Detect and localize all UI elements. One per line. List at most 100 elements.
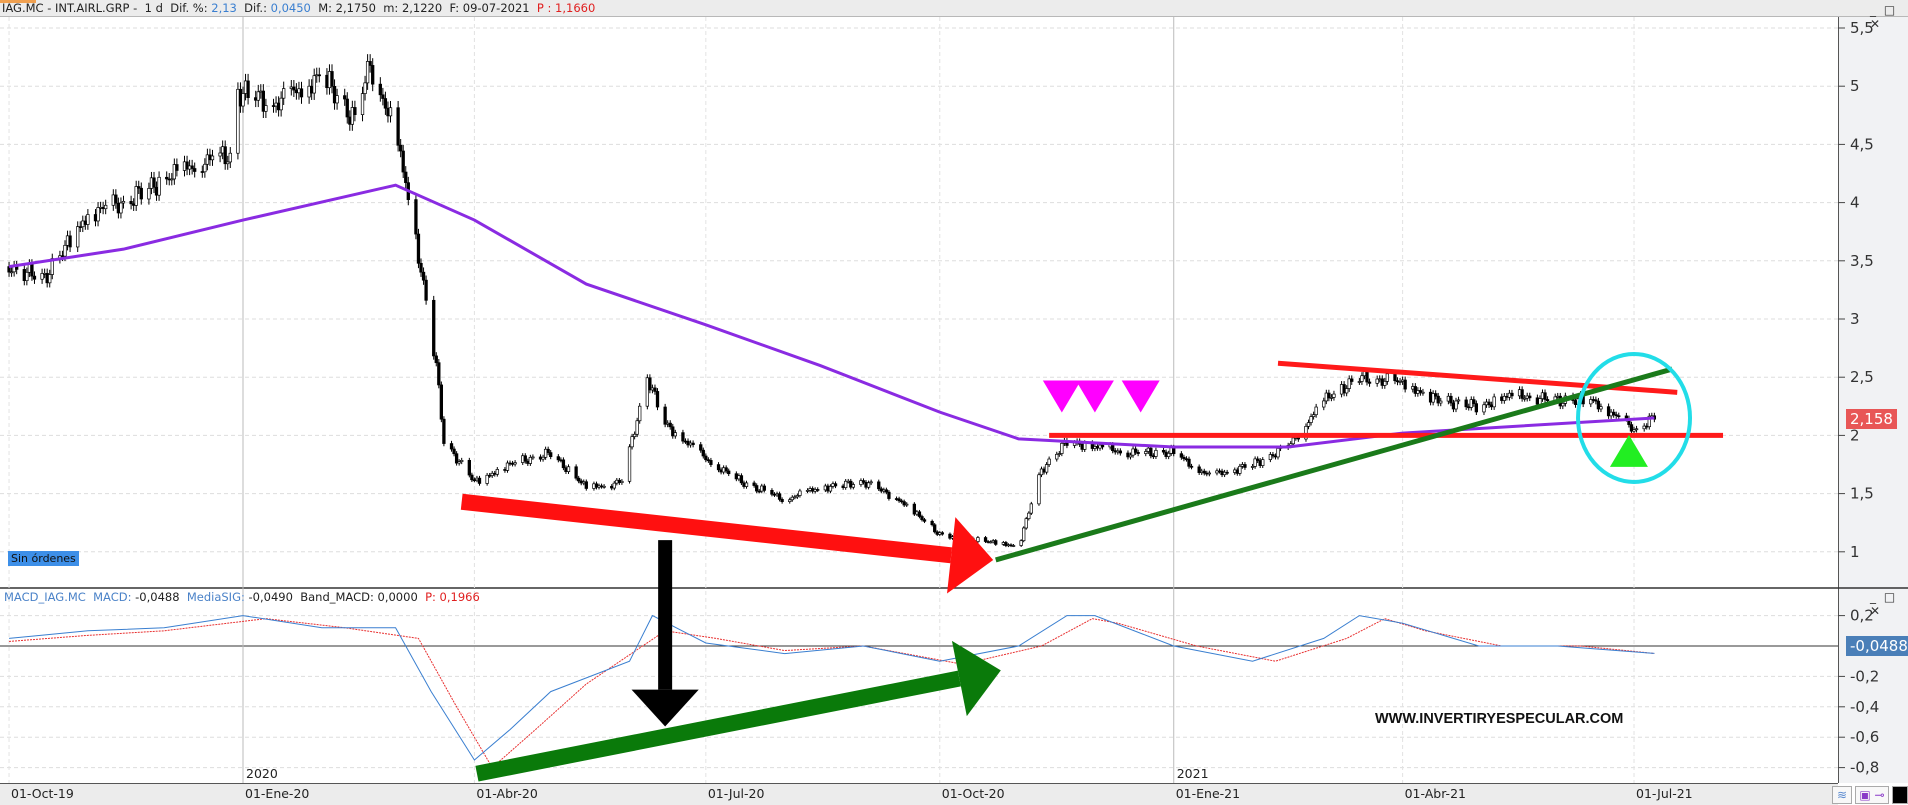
candle-body <box>467 459 471 476</box>
candle-body <box>157 176 161 196</box>
candle-body <box>1154 449 1158 457</box>
dif-value: 0,0450 <box>270 1 311 15</box>
candle-body <box>1492 396 1496 408</box>
candle-body <box>655 391 660 408</box>
candle-body <box>755 485 759 492</box>
y-tick-label: 2 <box>1850 426 1860 444</box>
candle-body <box>1474 403 1479 413</box>
macd-p-value: 0,1966 <box>439 590 480 604</box>
candle-body <box>68 235 72 248</box>
candle-body <box>1256 458 1260 461</box>
candle-body <box>988 541 993 544</box>
last-price-badge: 2,158 <box>1846 409 1897 429</box>
candle-body <box>363 82 367 94</box>
candle-body <box>360 93 365 115</box>
candle-body <box>1291 437 1295 445</box>
candle-body <box>261 90 265 112</box>
candle-body <box>1024 518 1028 529</box>
candle-body <box>922 519 927 522</box>
x-tick-label: 01-Ene-20 <box>245 786 310 801</box>
candle-body <box>152 177 156 188</box>
candle-body <box>332 85 337 104</box>
candle-body <box>632 433 637 437</box>
candle-body <box>449 443 454 450</box>
candle-body <box>1118 450 1122 454</box>
candle-body <box>920 516 924 521</box>
candle-body <box>513 462 517 465</box>
candle-body <box>228 152 232 163</box>
green-macd-arrow-head <box>951 640 1001 717</box>
highlight-circle <box>1576 351 1693 484</box>
candle-body <box>1128 454 1133 458</box>
candle-body <box>930 520 934 526</box>
candle-body <box>762 485 766 491</box>
color-swatch[interactable] <box>1892 786 1908 804</box>
candle-body <box>777 493 782 500</box>
candle-body <box>30 263 34 277</box>
buy-triangle-marker <box>1609 434 1648 467</box>
candle-body <box>190 165 194 169</box>
window-controls-price[interactable]: _ □ ✕ <box>1870 3 1898 31</box>
x-tick-label: 01-Oct-20 <box>941 786 1005 801</box>
candle-body <box>630 436 634 448</box>
candle-body <box>1207 472 1211 475</box>
candle-body <box>828 486 833 492</box>
y-tick-label: 5 <box>1850 77 1860 95</box>
candle-body <box>1161 449 1166 453</box>
candle-body <box>1100 444 1105 448</box>
dif-pct-label: Dif. %: <box>170 1 208 15</box>
candle-body <box>312 75 316 94</box>
save-pin-icon[interactable]: ▣ ⊸ <box>1855 786 1889 804</box>
candle-body <box>1037 474 1041 505</box>
candle-body <box>1322 400 1326 408</box>
y-tick-label: 4,5 <box>1850 135 1874 153</box>
y-tick-label: 1 <box>1850 543 1860 561</box>
red-downtrend-arrow <box>460 493 953 564</box>
candle-body <box>1436 395 1440 404</box>
resistance-line <box>1277 360 1678 395</box>
candle-body <box>780 499 784 503</box>
macd-line <box>8 614 1655 761</box>
chart-info-bar: IAG.MC - INT.AIRL.GRP - 1 d Dif. %: 2,13… <box>0 0 1908 17</box>
candle-body <box>399 144 403 152</box>
candle-body <box>1612 411 1616 416</box>
candle-body <box>668 422 672 428</box>
max-value: 2,1750 <box>335 1 376 15</box>
candle-body <box>485 474 489 484</box>
indicator-toggle-icon[interactable]: ≋ <box>1832 786 1852 804</box>
candle-body <box>602 485 606 488</box>
candle-body <box>335 95 339 104</box>
candle-body <box>1629 424 1634 432</box>
candle-body <box>816 489 820 491</box>
candle-body <box>470 474 474 481</box>
y-tick-label: 4 <box>1850 194 1860 212</box>
candle-body <box>1047 458 1051 465</box>
orders-button[interactable]: Sin órdenes <box>8 551 79 566</box>
candle-body <box>424 279 428 301</box>
candle-body <box>638 405 642 422</box>
candle-body <box>505 462 510 471</box>
candle-body <box>1360 375 1364 382</box>
candle-body <box>401 150 405 173</box>
date-axis[interactable] <box>0 783 1838 805</box>
candle-body <box>381 94 385 99</box>
candle-body <box>1179 453 1184 458</box>
candle-body <box>844 480 848 488</box>
candle-body <box>172 164 176 180</box>
candle-body <box>752 482 756 486</box>
candle-body <box>905 503 909 506</box>
candle-body <box>543 448 548 458</box>
candle-body <box>1594 399 1598 402</box>
candle-body <box>1187 458 1191 467</box>
window-controls-macd[interactable]: _ □ ✕ <box>1870 590 1898 618</box>
candle-body <box>119 202 123 214</box>
candle-body <box>887 491 891 499</box>
candle-body <box>701 449 705 457</box>
candle-body <box>724 467 728 472</box>
candle-body <box>185 161 189 170</box>
candle-body <box>203 163 207 173</box>
candle-body <box>1149 447 1153 457</box>
candle-body <box>1044 464 1049 473</box>
candle-body <box>421 271 426 281</box>
